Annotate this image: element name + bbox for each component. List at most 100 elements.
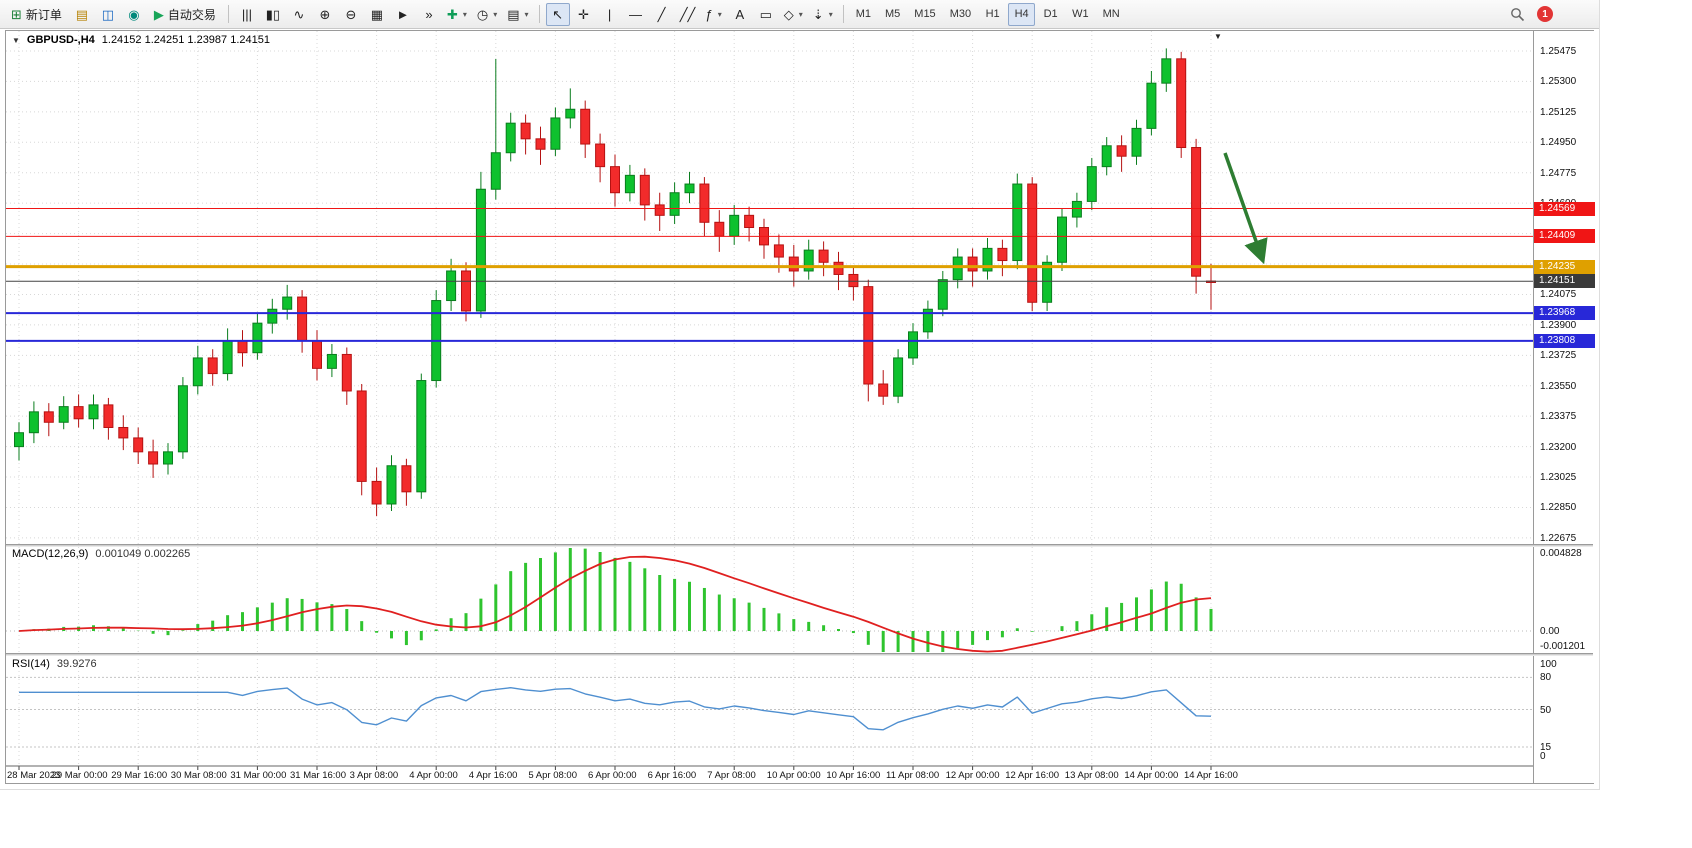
bearish-candle[interactable] (207, 357, 218, 375)
fibonacci-button[interactable]: ƒ ▾ (702, 3, 726, 26)
bearish-candle[interactable] (863, 286, 874, 385)
chart-shift-button[interactable]: » (417, 3, 441, 26)
crosshair-button[interactable]: ✛ (572, 3, 596, 26)
bearish-candle[interactable] (773, 244, 784, 258)
bullish-candle[interactable] (416, 380, 427, 493)
bullish-candle[interactable] (952, 256, 963, 281)
bearish-candle[interactable] (73, 406, 84, 420)
zoom-out-button[interactable]: ⊖ (339, 3, 363, 26)
timeframe-m30-button[interactable]: M30 (944, 3, 977, 26)
bearish-candle[interactable] (848, 273, 859, 288)
bullish-candle[interactable] (58, 406, 69, 423)
bearish-candle[interactable] (967, 256, 978, 272)
profiles-button[interactable]: ◫ (96, 3, 120, 26)
bearish-candle[interactable] (103, 404, 114, 428)
bullish-candle[interactable] (908, 331, 918, 359)
bullish-candle[interactable] (446, 270, 457, 302)
text-label-button[interactable]: ▭ (754, 3, 778, 26)
autotrading-button[interactable]: ▶ 自动交易 (148, 3, 222, 26)
bullish-candle[interactable] (937, 279, 948, 310)
timeframe-h1-button[interactable]: H1 (979, 3, 1006, 26)
bearish-candle[interactable] (639, 174, 650, 206)
bullish-candle[interactable] (490, 152, 501, 190)
bearish-candle[interactable] (133, 437, 144, 453)
bullish-candle[interactable] (177, 385, 188, 453)
channel-button[interactable]: ╱╱ (676, 3, 700, 26)
bearish-candle[interactable] (371, 480, 382, 505)
bearish-candle[interactable] (1027, 183, 1038, 303)
bearish-candle[interactable] (1191, 147, 1202, 277)
timeframe-w1-button[interactable]: W1 (1066, 3, 1095, 26)
bullish-candle[interactable] (1057, 216, 1067, 263)
bullish-candle[interactable] (1012, 183, 1023, 262)
bullish-candle[interactable] (1071, 200, 1082, 218)
panel-separator[interactable] (6, 653, 1593, 656)
bearish-candle[interactable] (997, 247, 1008, 262)
bearish-candle[interactable] (237, 340, 248, 354)
bullish-candle[interactable] (252, 322, 263, 354)
arrows-button[interactable]: ⇣ ▾ (809, 3, 837, 26)
shapes-button[interactable]: ◇ ▾ (780, 3, 807, 26)
bearish-candle[interactable] (312, 340, 322, 369)
bearish-candle[interactable] (401, 465, 412, 493)
bullish-candle[interactable] (326, 353, 337, 369)
bullish-candle[interactable] (222, 340, 233, 375)
bearish-candle[interactable] (297, 296, 308, 342)
bearish-candle[interactable] (356, 390, 367, 482)
bearish-candle[interactable] (818, 249, 829, 263)
bullish-candle[interactable] (1146, 82, 1157, 129)
bearish-candle[interactable] (788, 256, 799, 272)
timeframe-m1-button[interactable]: M1 (850, 3, 877, 26)
down-arrow-annotation[interactable] (1223, 152, 1268, 265)
bearish-candle[interactable] (535, 138, 546, 150)
bullish-candle[interactable] (550, 117, 561, 150)
data-window-button[interactable]: ◉ (122, 3, 146, 26)
bullish-candle[interactable] (1086, 166, 1097, 202)
timeframe-mn-button[interactable]: MN (1097, 3, 1126, 26)
trendline-button[interactable]: ╱ (650, 3, 674, 26)
bearish-candle[interactable] (461, 270, 471, 312)
bullish-candle[interactable] (505, 122, 516, 154)
search-button[interactable] (1510, 7, 1525, 22)
bullish-candle[interactable] (669, 192, 680, 216)
bullish-candle[interactable] (28, 411, 39, 434)
line-chart-button[interactable]: ∿ (287, 3, 311, 26)
periods-button[interactable]: ◷ ▾ (473, 3, 501, 26)
bullish-candle[interactable] (803, 249, 814, 272)
new-order-button[interactable]: ⊞ 新订单 (5, 3, 68, 26)
bullish-candle[interactable] (267, 308, 278, 324)
timeframe-m5-button[interactable]: M5 (879, 3, 906, 26)
panel-separator[interactable] (6, 544, 1593, 547)
bullish-candle[interactable] (1042, 261, 1053, 303)
bullish-candle[interactable] (163, 451, 173, 465)
vertical-line-button[interactable]: | (598, 3, 622, 26)
templates-button[interactable]: ▤ ▾ (503, 3, 532, 26)
zoom-in-button[interactable]: ⊕ (313, 3, 337, 26)
bearish-candle[interactable] (1176, 58, 1187, 149)
bearish-candle[interactable] (595, 143, 606, 168)
notification-badge[interactable]: 1 (1537, 6, 1553, 22)
bearish-candle[interactable] (118, 426, 129, 439)
timeframe-d1-button[interactable]: D1 (1037, 3, 1064, 26)
bullish-candle[interactable] (982, 247, 993, 272)
horizontal-line-button[interactable]: — (624, 3, 648, 26)
bearish-candle[interactable] (580, 108, 591, 145)
bearish-candle[interactable] (714, 221, 725, 237)
bearish-candle[interactable] (610, 166, 620, 194)
charts-button[interactable]: ▤ (70, 3, 94, 26)
bullish-candle[interactable] (1101, 145, 1112, 168)
bullish-candle[interactable] (1161, 58, 1172, 84)
bearish-candle[interactable] (833, 261, 844, 275)
candlestick-chart-button[interactable]: ▮▯ (261, 3, 285, 26)
bullish-candle[interactable] (282, 296, 293, 310)
bullish-candle[interactable] (922, 308, 933, 333)
chart-shift-marker[interactable]: ▼ (1214, 32, 1222, 41)
bullish-candle[interactable] (14, 432, 24, 448)
bearish-candle[interactable] (520, 122, 531, 140)
bearish-candle[interactable] (43, 411, 54, 423)
bullish-candle[interactable] (1131, 127, 1142, 157)
price-chart[interactable] (6, 31, 1533, 783)
bar-chart-button[interactable]: ||| (235, 3, 259, 26)
bullish-candle[interactable] (565, 108, 576, 119)
bullish-candle[interactable] (893, 357, 904, 397)
